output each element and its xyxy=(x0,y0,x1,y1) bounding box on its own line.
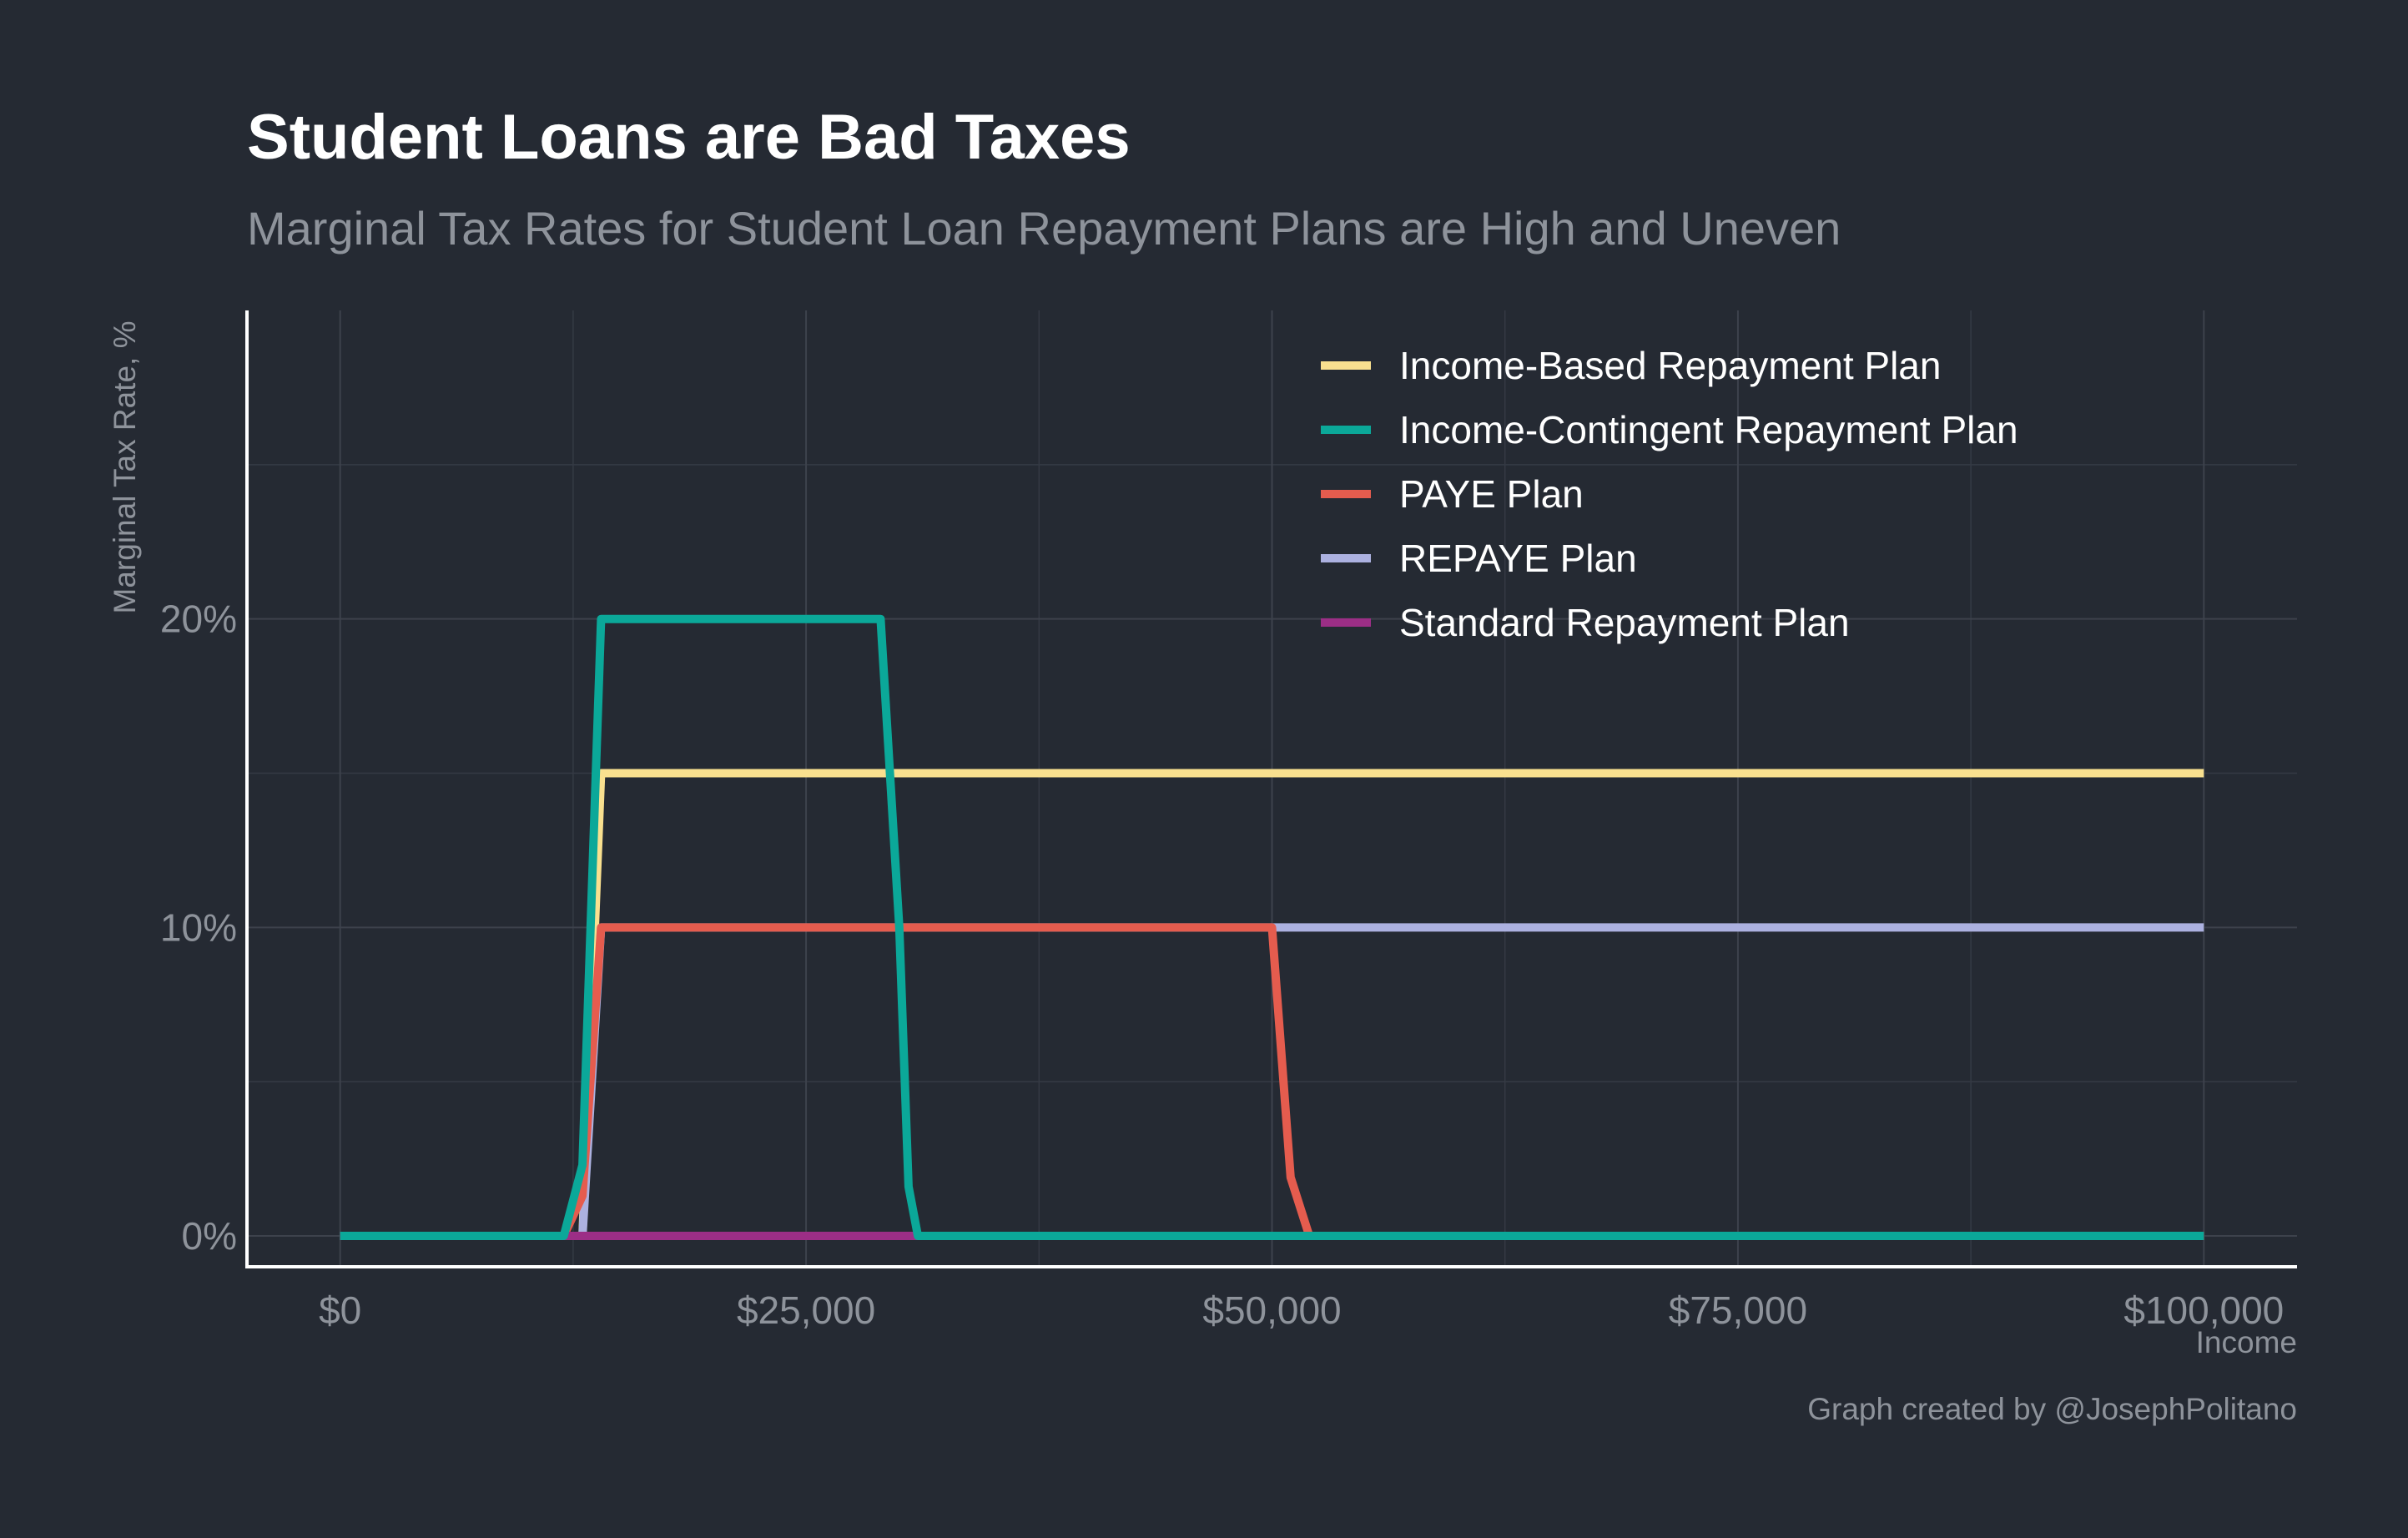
legend-label: Income-Based Repayment Plan xyxy=(1399,344,1941,387)
x-tick-label: $75,000 xyxy=(1669,1288,1807,1332)
x-axis-title: Income xyxy=(2196,1325,2297,1359)
chart-title: Student Loans are Bad Taxes xyxy=(247,102,1131,173)
legend-item-repaye-plan: REPAYE Plan xyxy=(1321,537,1637,580)
series-line-income-contingent-repayment-plan xyxy=(340,614,2204,1240)
series-lines xyxy=(340,614,2204,1240)
y-tick-label: 20% xyxy=(160,598,237,641)
y-tick-labels: 0% 10% 20% xyxy=(160,598,237,1258)
x-tick-labels: $0 $25,000 $50,000 $75,000 $100,000 xyxy=(319,1288,2284,1332)
legend-item-standard-repayment-plan: Standard Repayment Plan xyxy=(1321,601,1850,644)
legend-label: Standard Repayment Plan xyxy=(1399,601,1850,644)
x-tick-label: $50,000 xyxy=(1202,1288,1341,1332)
legend-item-paye-plan: PAYE Plan xyxy=(1321,472,1584,516)
y-axis-title: Marginal Tax Rate, % xyxy=(108,321,142,614)
y-tick-label: 0% xyxy=(182,1214,237,1258)
axes xyxy=(245,310,2297,1268)
x-tick-label: $25,000 xyxy=(737,1288,875,1332)
legend-label: PAYE Plan xyxy=(1399,472,1584,516)
legend-item-income-contingent-repayment-plan: Income-Contingent Repayment Plan xyxy=(1321,408,2018,451)
major-gridlines xyxy=(247,310,2297,1267)
x-tick-label: $0 xyxy=(319,1288,361,1332)
legend-label: Income-Contingent Repayment Plan xyxy=(1399,408,2018,451)
legend-item-income-based-repayment-plan: Income-Based Repayment Plan xyxy=(1321,344,1941,387)
y-tick-label: 10% xyxy=(160,905,237,949)
chart-caption: Graph created by @JosephPolitano xyxy=(1807,1392,2297,1426)
legend-label: REPAYE Plan xyxy=(1399,537,1637,580)
x-tick-label: $100,000 xyxy=(2123,1288,2284,1332)
legend: Income-Based Repayment Plan Income-Contin… xyxy=(1321,344,2018,644)
chart-subtitle: Marginal Tax Rates for Student Loan Repa… xyxy=(247,202,1841,255)
